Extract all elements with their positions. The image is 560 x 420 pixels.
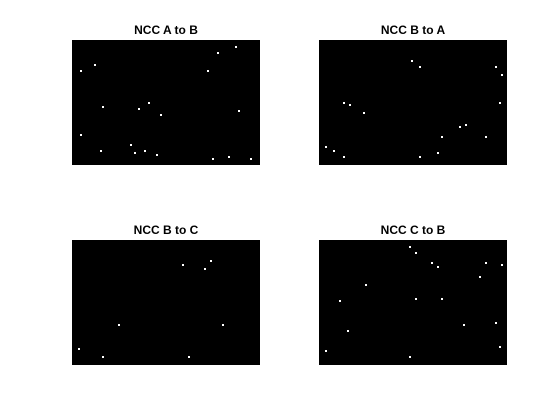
- ncc-peak-point: [419, 66, 421, 68]
- ncc-peak-point: [501, 264, 503, 266]
- ncc-peak-point: [415, 252, 417, 254]
- subplot-title: NCC B to C: [133, 223, 199, 237]
- ncc-peak-point: [325, 146, 327, 148]
- ncc-peak-point: [463, 324, 465, 326]
- ncc-peak-point: [437, 152, 439, 154]
- ncc-peak-point: [441, 298, 443, 300]
- ncc-peak-point: [343, 102, 345, 104]
- ncc-peak-point: [459, 126, 461, 128]
- ncc-peak-point: [485, 136, 487, 138]
- ncc-map-image: [319, 40, 507, 165]
- ncc-map-image: [319, 240, 507, 365]
- ncc-peak-point: [419, 156, 421, 158]
- ncc-peak-point: [207, 70, 209, 72]
- ncc-peak-point: [102, 106, 104, 108]
- subplot-title: NCC C to B: [380, 223, 446, 237]
- ncc-peak-point: [325, 350, 327, 352]
- ncc-peak-point: [235, 46, 237, 48]
- ncc-map-image: [72, 240, 260, 365]
- ncc-peak-point: [94, 64, 96, 66]
- ncc-peak-point: [182, 264, 184, 266]
- ncc-peak-point: [465, 124, 467, 126]
- ncc-peak-point: [78, 348, 80, 350]
- ncc-peak-point: [409, 356, 411, 358]
- ncc-peak-point: [409, 246, 411, 248]
- ncc-peak-point: [102, 356, 104, 358]
- ncc-peak-point: [363, 112, 365, 114]
- ncc-peak-point: [499, 346, 501, 348]
- ncc-peak-point: [148, 102, 150, 104]
- ncc-map-image: [72, 40, 260, 165]
- subplot-title: NCC A to B: [134, 23, 198, 37]
- ncc-peak-point: [495, 322, 497, 324]
- ncc-peak-point: [479, 276, 481, 278]
- ncc-peak-point: [144, 150, 146, 152]
- ncc-peak-point: [415, 298, 417, 300]
- subplot-ncc-c-to-b: NCC C to B: [319, 220, 507, 368]
- ncc-peak-point: [118, 324, 120, 326]
- ncc-peak-point: [437, 266, 439, 268]
- ncc-peak-point: [134, 152, 136, 154]
- ncc-peak-point: [217, 52, 219, 54]
- ncc-peak-point: [238, 110, 240, 112]
- ncc-peak-point: [228, 156, 230, 158]
- ncc-peak-point: [212, 158, 214, 160]
- ncc-peak-point: [204, 268, 206, 270]
- ncc-peak-point: [222, 324, 224, 326]
- subplot-ncc-b-to-a: NCC B to A: [319, 20, 507, 168]
- ncc-peak-point: [160, 114, 162, 116]
- ncc-peak-point: [156, 154, 158, 156]
- ncc-peak-point: [138, 108, 140, 110]
- ncc-peak-point: [495, 66, 497, 68]
- ncc-peak-point: [343, 156, 345, 158]
- ncc-peak-point: [250, 158, 252, 160]
- ncc-peak-point: [80, 134, 82, 136]
- ncc-peak-point: [333, 150, 335, 152]
- ncc-peak-point: [499, 102, 501, 104]
- ncc-peak-point: [347, 330, 349, 332]
- ncc-peak-point: [188, 356, 190, 358]
- subplot-ncc-a-to-b: NCC A to B: [72, 20, 260, 168]
- ncc-peak-point: [339, 300, 341, 302]
- subplot-title: NCC B to A: [380, 23, 446, 37]
- ncc-peak-point: [349, 104, 351, 106]
- ncc-peak-point: [130, 144, 132, 146]
- ncc-peak-point: [441, 136, 443, 138]
- ncc-peak-point: [210, 260, 212, 262]
- ncc-peak-point: [365, 284, 367, 286]
- ncc-peak-point: [80, 70, 82, 72]
- ncc-peak-point: [501, 74, 503, 76]
- ncc-peak-point: [100, 150, 102, 152]
- ncc-peak-point: [411, 60, 413, 62]
- ncc-peak-point: [485, 262, 487, 264]
- ncc-peak-point: [431, 262, 433, 264]
- subplot-ncc-b-to-c: NCC B to C: [72, 220, 260, 368]
